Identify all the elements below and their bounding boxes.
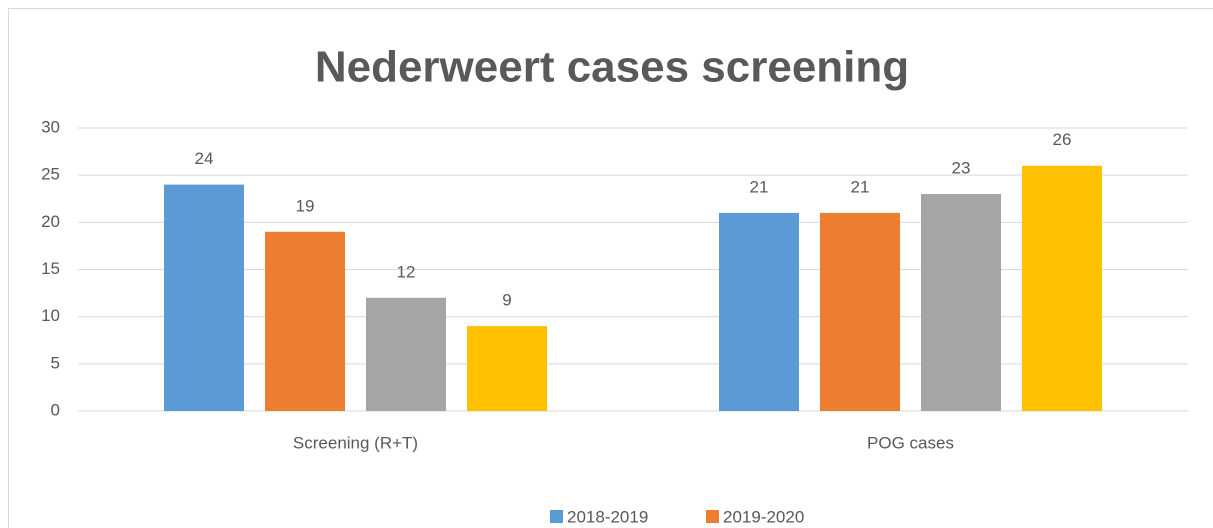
bar bbox=[265, 231, 345, 411]
bar bbox=[467, 326, 547, 411]
data-label: 19 bbox=[296, 196, 315, 215]
data-label: 23 bbox=[952, 159, 971, 178]
x-tick-label: POG cases bbox=[867, 433, 954, 452]
bar bbox=[921, 194, 1001, 411]
bar bbox=[164, 184, 244, 411]
bar bbox=[719, 212, 799, 411]
data-label: 26 bbox=[1053, 130, 1072, 149]
y-tick-label: 10 bbox=[41, 306, 60, 325]
bar bbox=[1022, 165, 1102, 411]
bar bbox=[366, 297, 446, 411]
x-tick-label: Screening (R+T) bbox=[293, 433, 418, 452]
legend-label: 2019-2020 bbox=[723, 507, 804, 526]
y-tick-label: 5 bbox=[51, 353, 60, 372]
data-label: 9 bbox=[502, 291, 511, 310]
y-tick-label: 20 bbox=[41, 212, 60, 231]
data-label: 21 bbox=[851, 177, 870, 196]
data-label: 24 bbox=[195, 149, 214, 168]
y-tick-label: 15 bbox=[41, 259, 60, 278]
legend-swatch bbox=[706, 510, 719, 523]
legend-swatch bbox=[550, 510, 563, 523]
bar bbox=[820, 212, 900, 411]
y-tick-label: 25 bbox=[41, 165, 60, 184]
y-tick-label: 30 bbox=[41, 117, 60, 136]
y-tick-label: 0 bbox=[51, 400, 60, 419]
data-label: 12 bbox=[397, 262, 416, 281]
chart-title: Nederweert cases screening bbox=[315, 43, 909, 92]
data-label: 21 bbox=[750, 177, 769, 196]
legend-label: 2018-2019 bbox=[567, 507, 648, 526]
